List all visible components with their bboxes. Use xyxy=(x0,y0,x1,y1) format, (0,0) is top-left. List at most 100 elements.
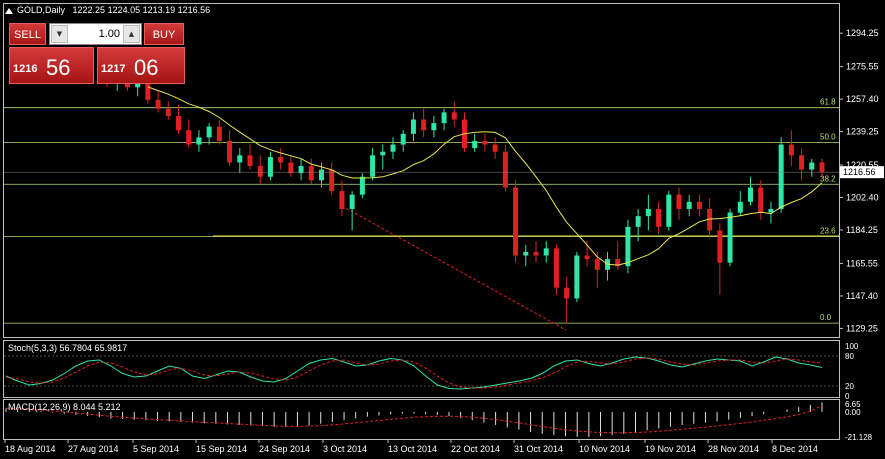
trendline-diagonal[interactable] xyxy=(341,205,567,331)
candle-body xyxy=(564,287,570,299)
candle-body xyxy=(492,144,498,152)
candle-body xyxy=(319,169,324,181)
ask-price-button[interactable]: 1217 06 xyxy=(97,47,185,84)
time-tick-label: 18 Aug 2014 xyxy=(5,444,56,454)
stoch-level-label: 100 xyxy=(845,342,859,351)
time-tick-label: 24 Sep 2014 xyxy=(259,444,310,454)
candle-body xyxy=(145,83,151,100)
candle-body xyxy=(298,166,304,174)
time-tick-label: 8 Dec 2014 xyxy=(772,444,818,454)
macd-level-label: 6.65 xyxy=(845,400,861,409)
candle-body xyxy=(237,155,243,163)
one-click-trading-panel: SELL ▼ ▲ BUY 1216 56 1217 06 xyxy=(7,21,187,85)
candle-body xyxy=(410,119,416,134)
candle-body xyxy=(155,99,161,109)
candle-body xyxy=(267,157,273,177)
fibonacci-levels: 61.8 50.0 38.2 23.6 0.0 xyxy=(4,98,839,324)
candle-body xyxy=(768,208,774,213)
candle-body xyxy=(206,126,212,138)
symbol-timeframe: GOLD,Daily xyxy=(17,5,66,15)
ask-price-pips: 06 xyxy=(134,55,159,80)
price-tick-label: 1184.25 xyxy=(846,225,878,235)
candle-body xyxy=(656,208,662,227)
chart-title: GOLD,Daily 1222.25 1224.05 1213.19 1216.… xyxy=(17,5,210,15)
lot-size-input[interactable] xyxy=(70,25,120,43)
stoch-panel-border xyxy=(3,340,840,398)
buy-button[interactable]: BUY xyxy=(144,23,184,45)
moving-average-line xyxy=(147,86,823,266)
candle-body xyxy=(594,259,600,270)
candle-body xyxy=(339,191,345,209)
sell-button[interactable]: SELL xyxy=(9,23,46,45)
bid-price-pips: 56 xyxy=(46,55,71,80)
candle-body xyxy=(615,259,621,267)
candle-body xyxy=(431,123,437,131)
time-tick-label: 22 Oct 2014 xyxy=(451,444,500,454)
candle-body xyxy=(696,201,702,209)
fib-level-label: 23.6 xyxy=(820,227,836,236)
candle-body xyxy=(635,216,641,227)
stoch-level-label: 0 xyxy=(845,392,850,401)
candle-body xyxy=(349,194,355,209)
candle-body xyxy=(574,255,580,299)
macd-signal-line xyxy=(5,405,823,434)
price-tick-label: 1275.55 xyxy=(846,62,879,72)
candle-body xyxy=(288,162,294,174)
candle-body xyxy=(799,155,805,170)
candle-body xyxy=(748,187,753,202)
candle-body xyxy=(278,157,284,163)
candle-body xyxy=(441,112,447,124)
fib-level-label: 50.0 xyxy=(820,132,836,141)
macd-level-label: 0.00 xyxy=(845,408,861,417)
candle-body xyxy=(788,144,794,156)
candle-body xyxy=(165,108,171,116)
lot-increase-icon[interactable]: ▲ xyxy=(123,25,140,43)
stoch-signal-line xyxy=(5,357,823,389)
lot-size-field[interactable]: ▼ ▲ xyxy=(49,23,142,45)
candle-body xyxy=(227,140,233,163)
candle-body xyxy=(451,112,457,120)
candle-body xyxy=(758,187,764,213)
candle-body xyxy=(502,151,508,188)
bid-price-button[interactable]: 1216 56 xyxy=(9,47,94,84)
candle-body xyxy=(523,251,529,256)
time-tick-label: 27 Aug 2014 xyxy=(68,444,119,454)
price-tick-label: 1165.55 xyxy=(846,258,878,268)
candle-body xyxy=(625,226,631,267)
lot-decrease-icon[interactable]: ▼ xyxy=(51,25,68,43)
time-tick-label: 19 Nov 2014 xyxy=(645,444,696,454)
time-tick-label: 13 Oct 2014 xyxy=(388,444,437,454)
candle-body xyxy=(707,208,713,231)
candle-body xyxy=(329,169,335,192)
price-tick-label: 1294.25 xyxy=(846,28,879,38)
candle-body xyxy=(819,162,825,173)
candle-body xyxy=(216,126,222,141)
time-tick-label: 28 Nov 2014 xyxy=(708,444,759,454)
time-tick-label: 3 Oct 2014 xyxy=(323,444,367,454)
candle-body xyxy=(400,133,406,145)
price-tick-label: 1257.40 xyxy=(846,94,879,104)
ask-price-prefix: 1217 xyxy=(101,63,126,75)
candle-body xyxy=(390,144,396,152)
time-tick-label: 10 Nov 2014 xyxy=(579,444,630,454)
current-price-marker xyxy=(840,166,884,179)
price-tick-label: 1147.40 xyxy=(846,291,878,301)
candle-body xyxy=(472,140,478,149)
candle-body xyxy=(186,130,192,145)
price-tick-label: 1239.25 xyxy=(846,127,879,137)
price-tick-label: 1220.55 xyxy=(846,160,879,170)
candle-body xyxy=(370,155,376,177)
stoch-main-line xyxy=(5,356,823,390)
candle-body xyxy=(737,201,743,213)
stoch-title: Stoch(5,3,3) 56.7804 65.9817 xyxy=(8,343,128,353)
macd-panel: 6.650.00 -21.128 xyxy=(5,400,873,442)
candle-body xyxy=(645,208,651,217)
candle-body xyxy=(584,255,590,260)
candle-body xyxy=(308,166,314,181)
candle-body xyxy=(676,194,682,209)
trendlines xyxy=(213,205,840,331)
fib-level-label: 38.2 xyxy=(820,174,836,183)
chart-arrow-icon xyxy=(5,8,13,14)
